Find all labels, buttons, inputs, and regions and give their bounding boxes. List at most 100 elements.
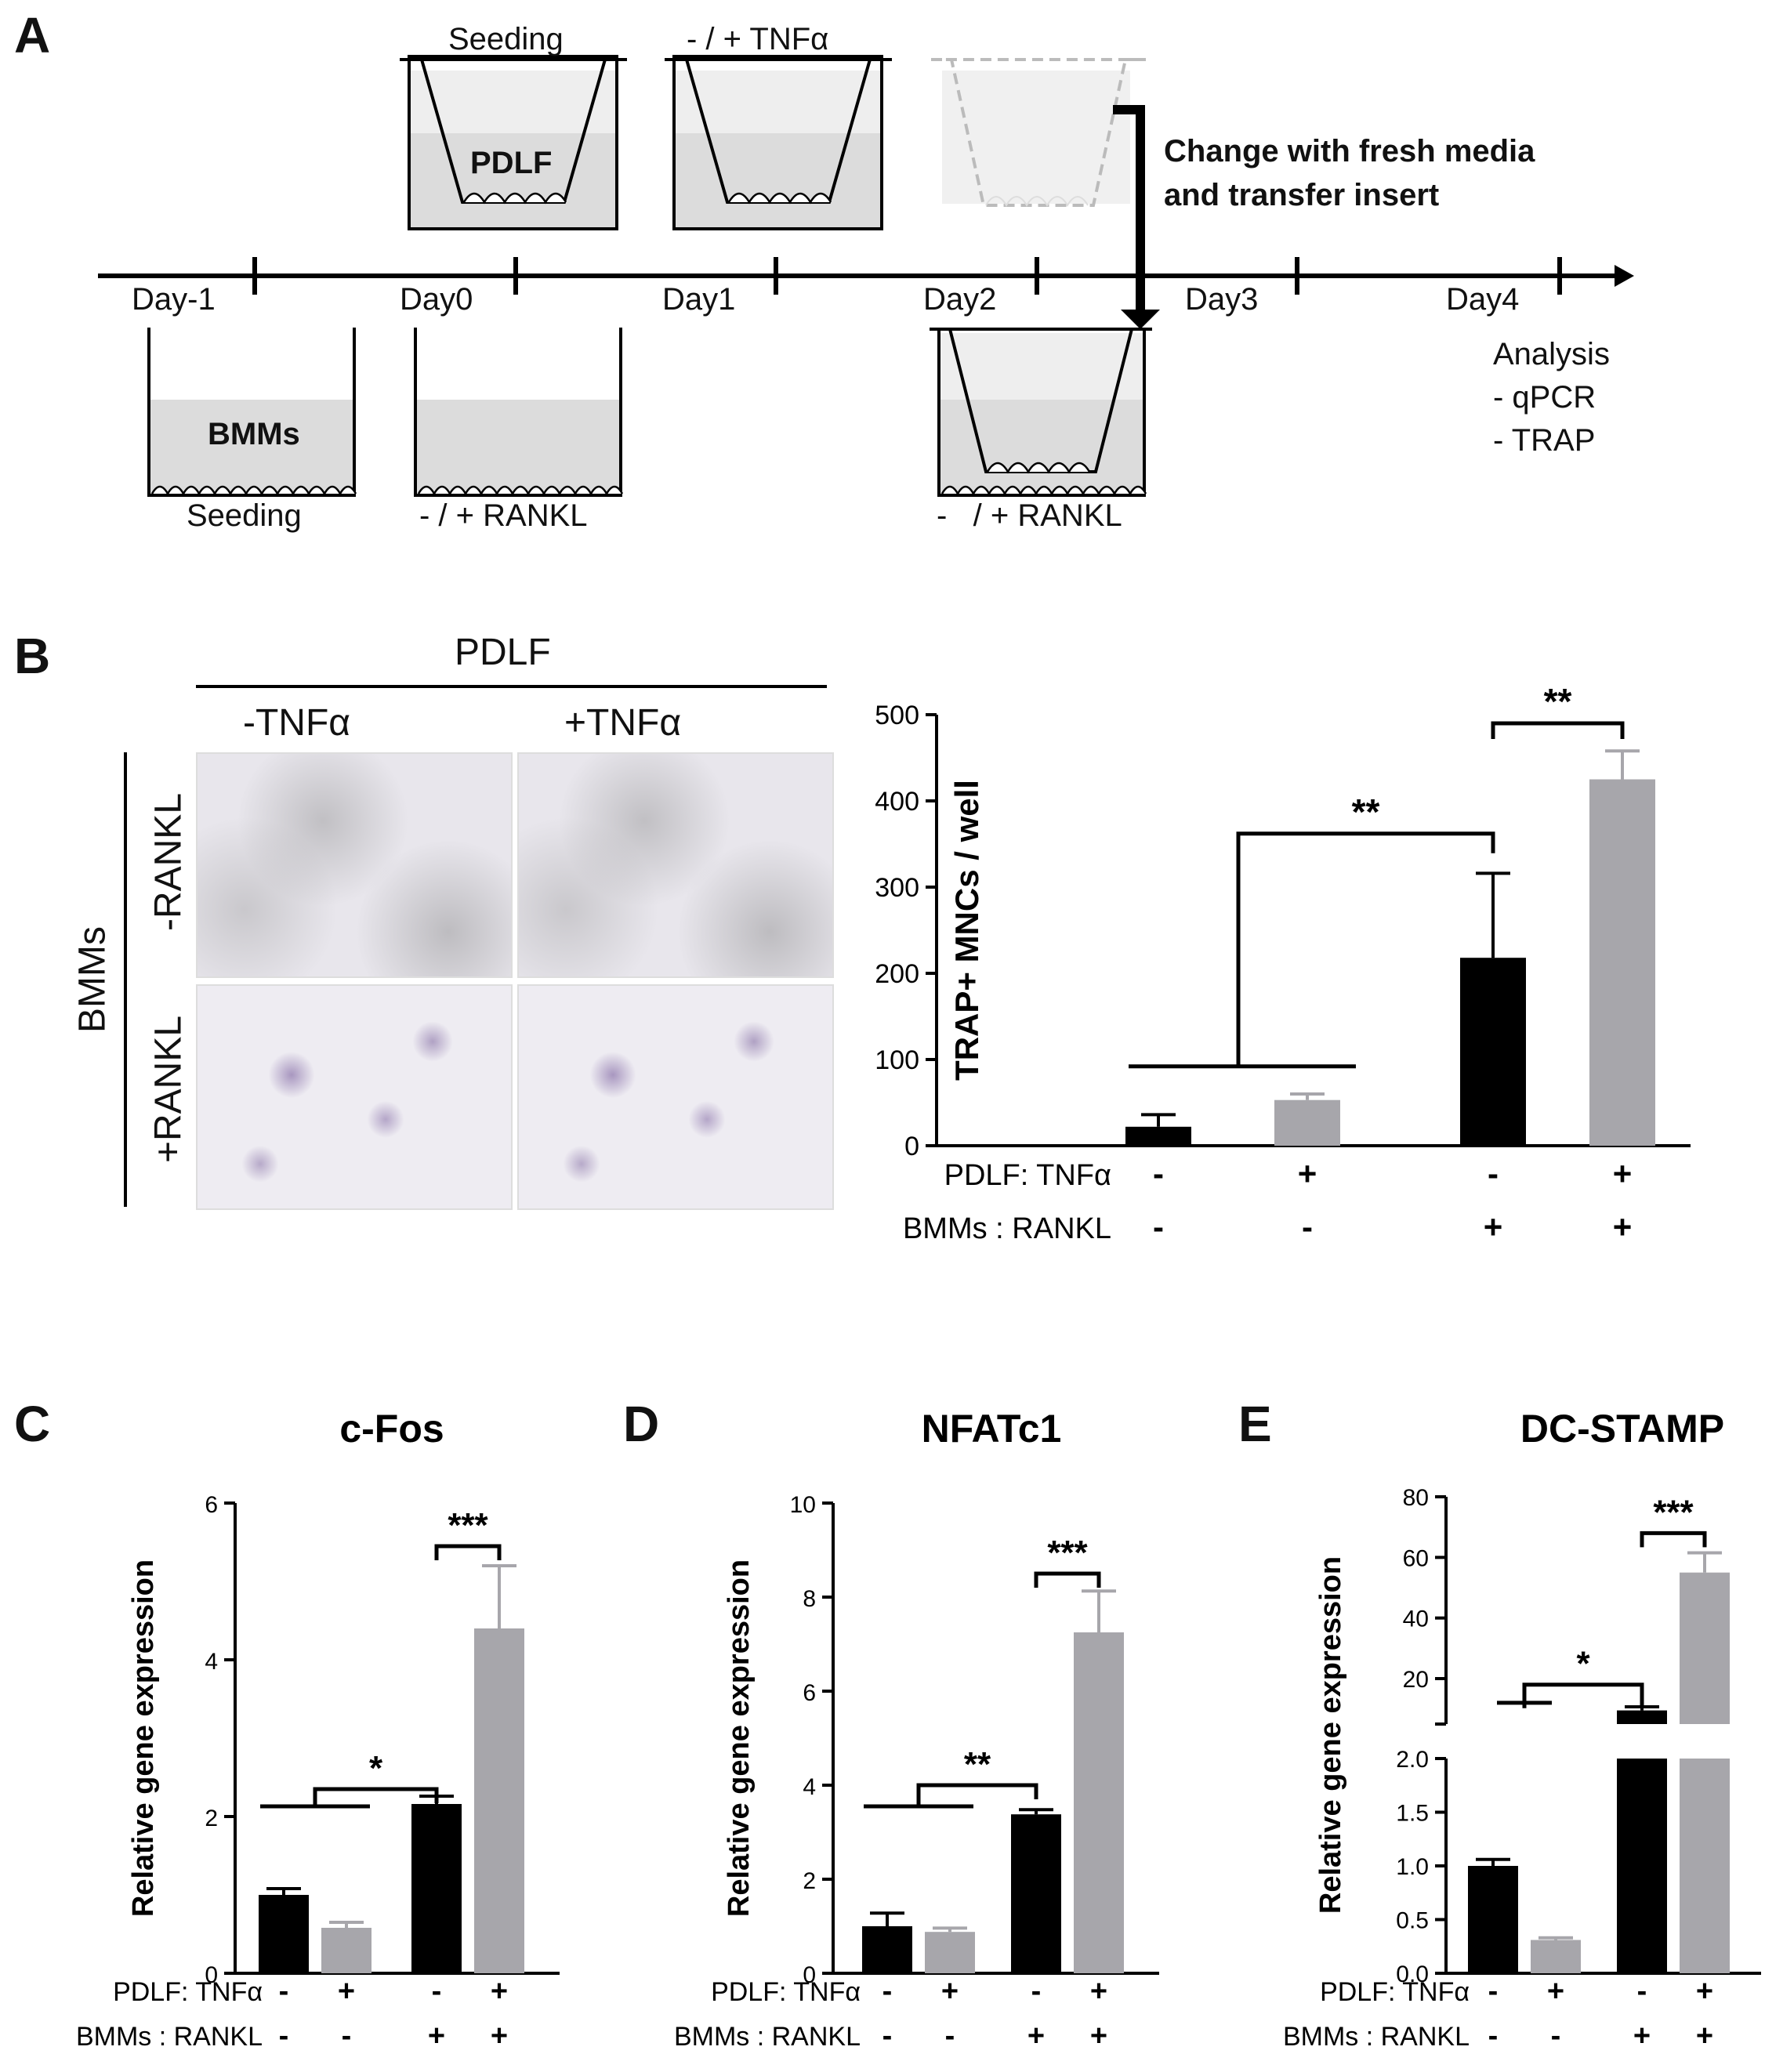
y-tick-label: 6 (803, 1680, 816, 1706)
day-label-5: Day4 (1446, 282, 1520, 317)
y-axis-label: Relative gene expression (127, 1559, 160, 1917)
y-tick-label: 10 (790, 1492, 816, 1518)
analysis-trap: - TRAP (1493, 423, 1596, 458)
row2-label: BMMs : RANKL (903, 1212, 1111, 1245)
transfer-arrow-line (1113, 105, 1145, 313)
sig-bracket-1 (1236, 831, 1495, 1067)
y-tick-label: 0.0 (1396, 1962, 1429, 1987)
row1-sign: + (1090, 1975, 1107, 2008)
sig-bracket-1-label: ** (964, 1745, 991, 1784)
chart-trap-mncs: 0 100 200 300 400 500 ** ** TRAP+ MNCs / well PDL… (875, 681, 1691, 1245)
day-label-0: Day-1 (132, 282, 216, 317)
row1-sign: + (1696, 1975, 1713, 2008)
micrograph-pos-neg (196, 984, 513, 1210)
row2-sign: - (342, 2019, 352, 2052)
sig-bracket-1-label: * (369, 1749, 383, 1788)
row2-sign: - (1488, 2019, 1499, 2052)
micrograph-neg-neg (196, 752, 513, 978)
label-bottom-seeding: Seeding (187, 498, 302, 533)
row2-sign: + (491, 2019, 508, 2052)
b-col-label-pos: +TNFα (564, 702, 682, 744)
bar (411, 1804, 462, 1973)
label-bottom-rankl1: - / + RANKL (419, 498, 588, 533)
row1-sign: - (1637, 1975, 1647, 2008)
bar (1125, 1126, 1191, 1146)
row2-sign: - (1551, 2019, 1561, 2052)
y-tick-label: 0 (205, 1962, 218, 1988)
well-rankl (414, 328, 622, 497)
b-pdlf-header: PDLF (455, 632, 551, 673)
row2-sign: - (1153, 1208, 1164, 1245)
row2-label: BMMs : RANKL (76, 2022, 263, 2052)
bar (321, 1928, 371, 1973)
panel-letter-d: D (623, 1396, 660, 1452)
sig-bracket-2-label: *** (1653, 1493, 1694, 1531)
timeline-arrowhead (1615, 265, 1634, 287)
row1-sign: - (882, 1975, 893, 2008)
cells (150, 192, 1147, 496)
y-tick-label: 100 (875, 1045, 919, 1075)
row1-sign: + (338, 1975, 355, 2008)
change-note-line2: and transfer insert (1164, 178, 1440, 212)
row2-sign: + (1090, 2019, 1107, 2052)
bar-lower (1680, 1759, 1730, 1973)
bar (1589, 779, 1655, 1146)
y-tick-label: 4 (205, 1649, 218, 1675)
sig-bracket-2-label: *** (448, 1506, 488, 1545)
row2-sign: - (279, 2019, 289, 2052)
y-tick-label: 8 (803, 1586, 816, 1612)
bar (474, 1628, 524, 1973)
row1-sign: + (941, 1975, 959, 2008)
insert-ghost (931, 58, 1146, 207)
row2-sign: + (1696, 2019, 1713, 2052)
y-axis-label: Relative gene expression (1314, 1556, 1347, 1914)
bar (1274, 1099, 1340, 1146)
y-tick-label: 0 (904, 1132, 919, 1161)
row1-label: PDLF: TNFα (711, 1977, 861, 2007)
sig-bracket-2 (434, 1544, 502, 1560)
bar (1460, 958, 1526, 1146)
day-label-4: Day3 (1185, 282, 1259, 317)
b-bmms-bracket (124, 752, 127, 1207)
bar (1011, 1814, 1061, 1973)
transfer-arrow-head (1121, 310, 1160, 329)
sig-bracket-1 (916, 1783, 1038, 1806)
analysis-title: Analysis (1493, 337, 1610, 371)
day-label-3: Day2 (923, 282, 997, 317)
y-tick-label: 400 (875, 787, 919, 817)
timeline-ticks (252, 257, 1562, 295)
day-label-1: Day0 (400, 282, 473, 317)
panel-letter-b: B (14, 628, 51, 684)
y-axis-label: Relative gene expression (723, 1559, 756, 1917)
bar (1531, 1940, 1581, 1973)
row1-sign: + (1547, 1975, 1564, 2008)
row1-sign: + (1613, 1155, 1633, 1192)
y-tick-label: 20 (1403, 1667, 1429, 1693)
sig-bracket-2-label: *** (1047, 1534, 1088, 1572)
row2-sign: + (1484, 1208, 1503, 1245)
bar-upper (1680, 1572, 1730, 1724)
y-tick-label: 500 (875, 701, 919, 730)
sig-bracket-1-label: * (1576, 1645, 1590, 1683)
chart-title: c-Fos (339, 1407, 444, 1451)
bar (862, 1926, 912, 1973)
insert-tnf (665, 55, 892, 230)
label-pdlf: PDLF (470, 146, 553, 180)
sig-bracket-1 (1522, 1683, 1644, 1708)
panel-a-timeline (98, 55, 1634, 497)
row1-label: PDLF: TNFα (1320, 1977, 1470, 2007)
y-tick-label: 2.0 (1396, 1747, 1429, 1773)
row1-sign: + (1298, 1155, 1317, 1192)
bar-upper (1617, 1710, 1667, 1724)
row1-sign: + (491, 1975, 508, 2008)
y-axis-label: TRAP+ MNCs / well (948, 780, 985, 1081)
well-bmms-seeding (147, 328, 356, 497)
y-tick-label: 0.5 (1396, 1908, 1429, 1934)
panel-letter-c: C (14, 1396, 51, 1452)
micrograph-pos-pos (517, 984, 834, 1210)
row2-sign: - (945, 2019, 955, 2052)
y-tick-label: 2 (803, 1868, 816, 1894)
label-bmms: BMMs (208, 417, 300, 451)
